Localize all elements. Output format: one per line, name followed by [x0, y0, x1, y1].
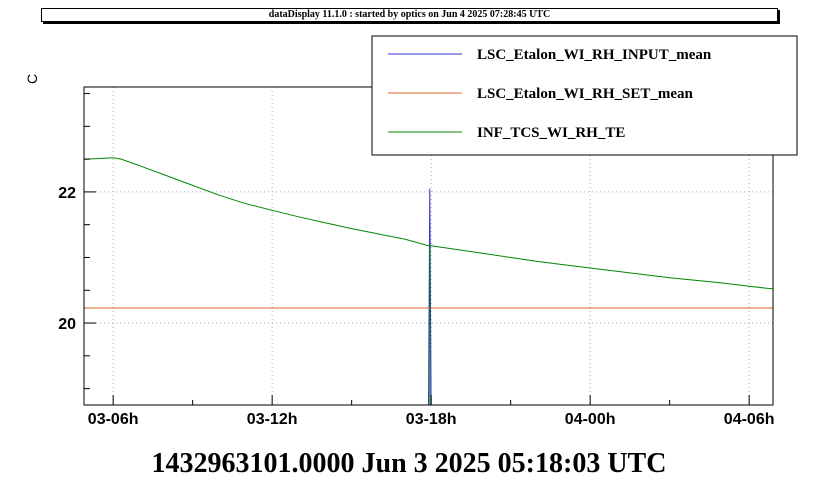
series-line-0 [428, 188, 432, 406]
legend: LSC_Etalon_WI_RH_INPUT_mean LSC_Etalon_WI… [371, 35, 798, 156]
tick-labels: 03-06h 03-12h 03-18h 04-00h 04-06h 20 22 [58, 185, 774, 428]
series-line-2 [84, 157, 774, 290]
series-layer [83, 157, 774, 406]
legend-entry: LSC_Etalon_WI_RH_INPUT_mean [477, 47, 712, 63]
x-tick-label: 04-06h [724, 411, 775, 428]
x-tick-label: 03-06h [88, 411, 139, 428]
y-tick-label: 20 [58, 316, 76, 333]
legend-entry: LSC_Etalon_WI_RH_SET_mean [477, 86, 694, 102]
y-tick-label: 22 [58, 185, 76, 202]
legend-box [371, 35, 798, 156]
footer-timestamp: 1432963101.0000 Jun 3 2025 05:18:03 UTC [151, 448, 667, 479]
x-tick-label: 03-18h [406, 411, 457, 428]
axis-ticks [84, 93, 750, 405]
chart-title: dataDisplay 11.1.0 : started by optics o… [41, 8, 778, 22]
x-tick-label: 04-00h [565, 411, 616, 428]
legend-entry: INF_TCS_WI_RH_TE [477, 125, 625, 141]
x-tick-label: 03-12h [247, 411, 298, 428]
